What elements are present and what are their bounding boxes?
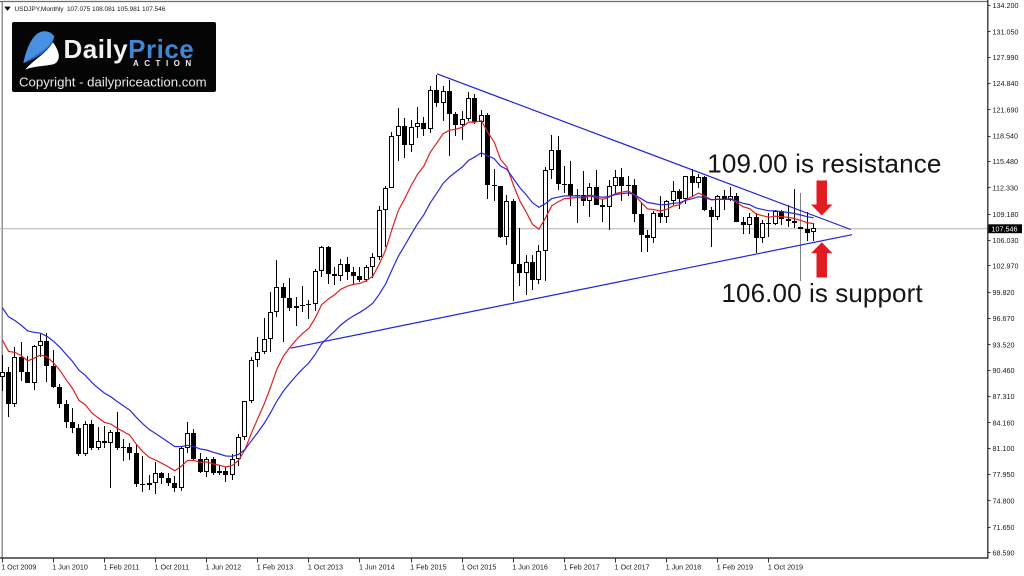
svg-text:90.460: 90.460	[993, 366, 1015, 375]
svg-text:106.030: 106.030	[993, 236, 1019, 245]
svg-text:77.950: 77.950	[993, 470, 1015, 479]
svg-text:127.990: 127.990	[993, 53, 1019, 62]
svg-text:71.650: 71.650	[993, 523, 1015, 532]
svg-text:96.670: 96.670	[993, 314, 1015, 323]
svg-text:134.200: 134.200	[993, 1, 1019, 10]
svg-text:124.840: 124.840	[993, 79, 1019, 88]
svg-text:131.050: 131.050	[993, 27, 1019, 36]
svg-text:68.590: 68.590	[993, 548, 1015, 557]
svg-text:84.160: 84.160	[993, 418, 1015, 427]
svg-text:74.800: 74.800	[993, 497, 1015, 506]
svg-text:1 Feb 2011: 1 Feb 2011	[103, 563, 139, 572]
svg-text:106.00 is support: 106.00 is support	[722, 278, 924, 308]
svg-text:1 Feb 2019: 1 Feb 2019	[717, 563, 753, 572]
svg-text:121.690: 121.690	[993, 105, 1019, 114]
svg-text:1 Jun 2016: 1 Jun 2016	[512, 563, 548, 572]
svg-text:Copyright - dailypriceaction.c: Copyright - dailypriceaction.com	[19, 75, 207, 90]
svg-text:81.100: 81.100	[993, 444, 1015, 453]
svg-text:87.310: 87.310	[993, 392, 1015, 401]
svg-text:1 Oct 2015: 1 Oct 2015	[461, 563, 496, 572]
svg-text:102.970: 102.970	[993, 262, 1019, 271]
svg-text:107.546: 107.546	[992, 224, 1018, 233]
svg-text:115.480: 115.480	[993, 157, 1018, 166]
svg-text:1 Feb 2013: 1 Feb 2013	[257, 563, 293, 572]
svg-text:USDJPY,Monthly 107.075 108.08: USDJPY,Monthly 107.075 108.081 105.981 1…	[15, 6, 166, 13]
svg-text:1 Oct 2013: 1 Oct 2013	[308, 563, 343, 572]
svg-text:1 Jun 2012: 1 Jun 2012	[206, 563, 242, 572]
svg-text:109.180: 109.180	[993, 210, 1019, 219]
svg-text:118.540: 118.540	[993, 132, 1018, 141]
svg-text:1 Jun 2018: 1 Jun 2018	[666, 563, 702, 572]
svg-text:1 Jun 2014: 1 Jun 2014	[359, 563, 395, 572]
svg-text:1 Feb 2017: 1 Feb 2017	[563, 563, 599, 572]
svg-text:99.820: 99.820	[993, 288, 1015, 297]
svg-text:1 Feb 2015: 1 Feb 2015	[410, 563, 446, 572]
svg-text:1 Oct 2019: 1 Oct 2019	[768, 563, 803, 572]
svg-text:DailyPrice: DailyPrice	[64, 34, 195, 64]
svg-text:93.520: 93.520	[993, 340, 1015, 349]
svg-text:1 Oct 2009: 1 Oct 2009	[1, 563, 36, 572]
svg-text:ACTION: ACTION	[133, 59, 197, 68]
svg-text:1 Oct 2017: 1 Oct 2017	[615, 563, 650, 572]
svg-text:112.330: 112.330	[993, 184, 1018, 193]
svg-text:109.00 is resistance: 109.00 is resistance	[707, 148, 941, 178]
svg-text:1 Oct 2011: 1 Oct 2011	[155, 563, 190, 572]
svg-text:1 Jun 2010: 1 Jun 2010	[52, 563, 88, 572]
